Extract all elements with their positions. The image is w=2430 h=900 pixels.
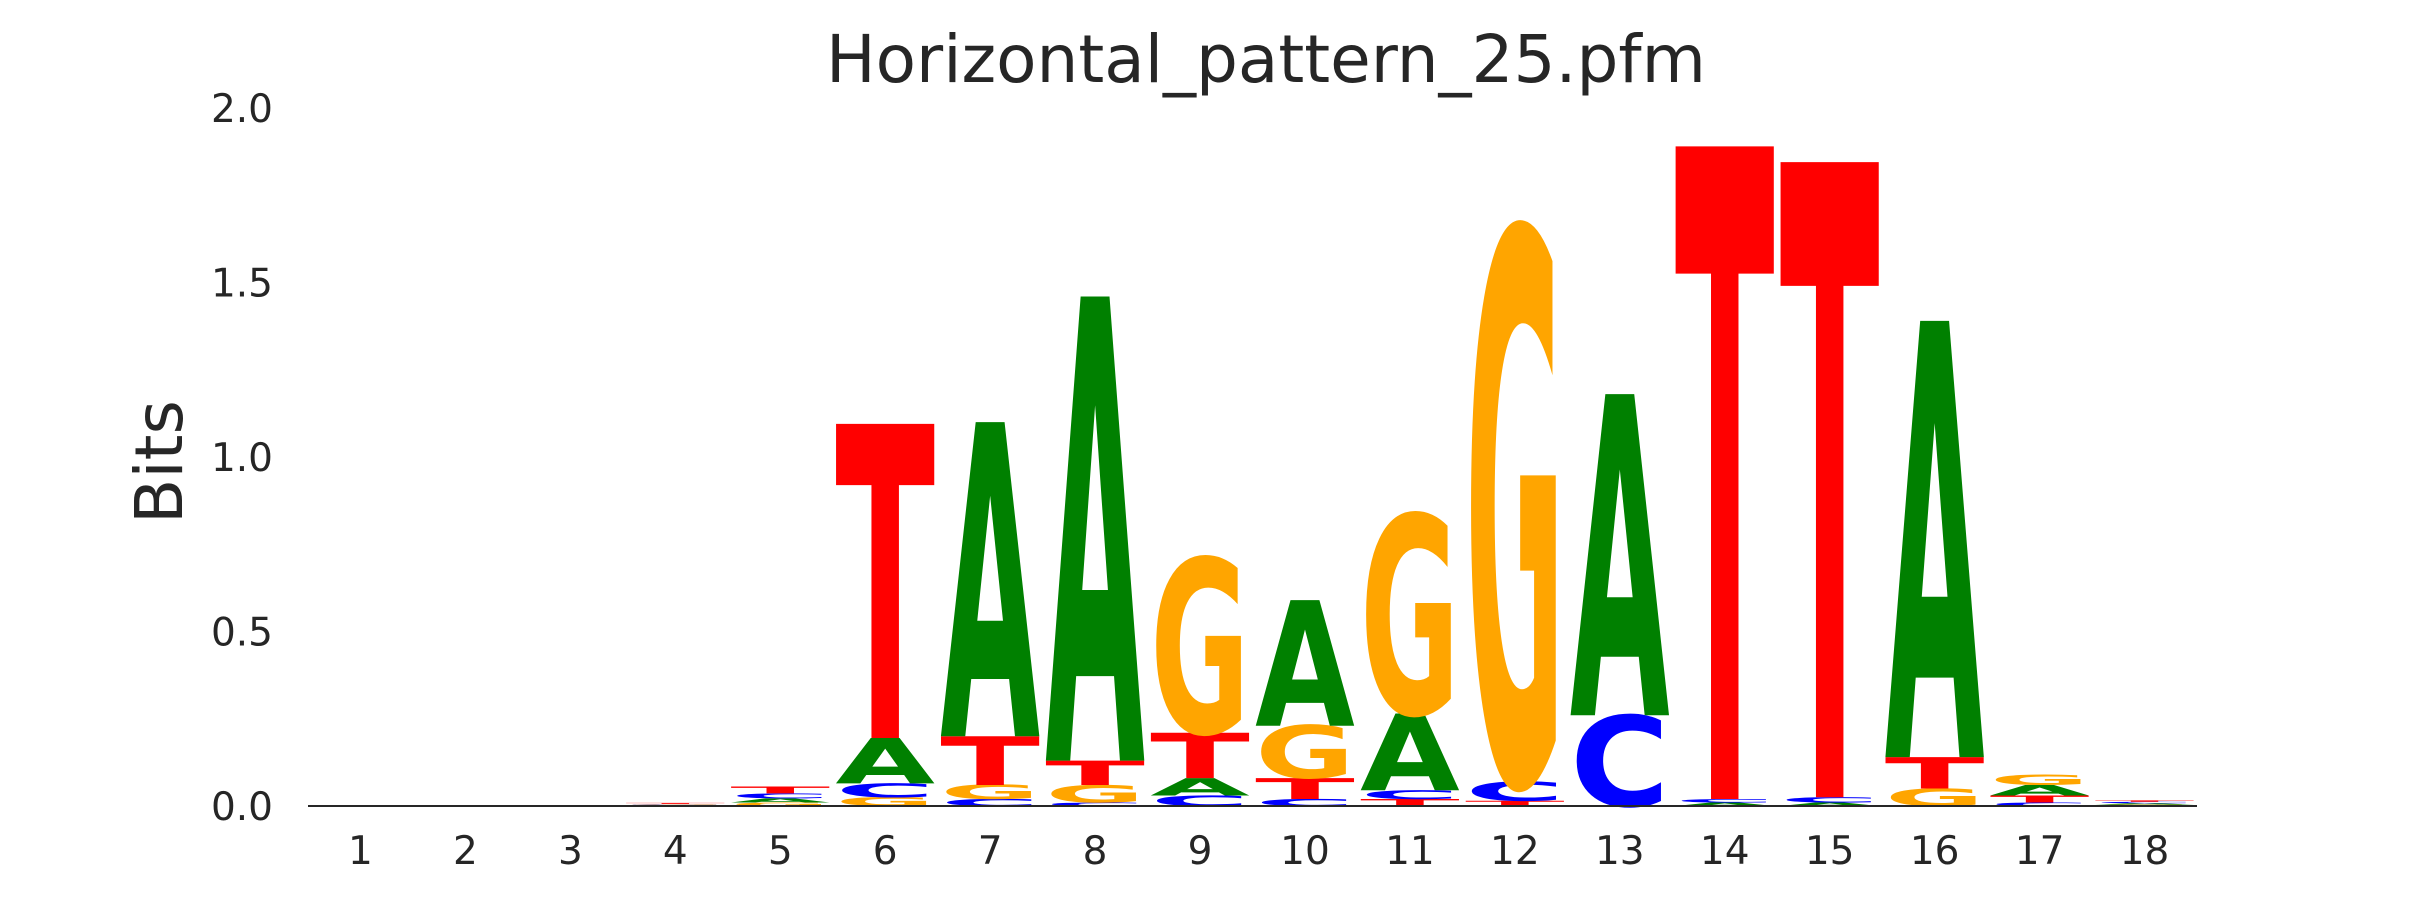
logo-letter-a: A: [940, 336, 1041, 837]
logo-letter-g: G: [1465, 79, 1565, 900]
x-tick-label: 2: [453, 829, 478, 874]
logo-columns: ACGTGACTGCATCGTACGTACATGCTGATCAGTCGCAACT…: [625, 0, 2195, 900]
logo-letter-g: G: [940, 781, 1040, 803]
x-tick-label: 18: [2120, 829, 2170, 874]
x-tick-label: 8: [1083, 829, 1108, 874]
y-axis: 0.0 0.5 1.0 1.5 2.0: [211, 87, 273, 830]
logo-letter-a: A: [730, 797, 830, 804]
x-tick-label: 16: [1910, 829, 1960, 874]
logo-letter-c: C: [2095, 801, 2195, 803]
x-tick-label: 10: [1280, 829, 1330, 874]
logo-letter-a: A: [1780, 802, 1880, 808]
logo-letter-g: G: [1360, 460, 1460, 778]
logo-letter-c: C: [1465, 777, 1565, 808]
logo-letter-c: C: [730, 792, 830, 800]
logo-letter-t: T: [625, 803, 725, 805]
logo-letter-c: C: [1360, 788, 1460, 802]
logo-letter-t: T: [730, 785, 830, 796]
logo-letter-c: C: [1570, 690, 1670, 835]
x-tick-label: 17: [2015, 829, 2065, 874]
x-tick-label: 5: [768, 829, 793, 874]
logo-letter-t: T: [1360, 797, 1460, 808]
y-tick-label: 1.0: [211, 436, 273, 481]
logo-letter-c: C: [625, 804, 725, 805]
logo-letter-t: T: [1675, 0, 1775, 900]
x-tick-label: 13: [1595, 829, 1645, 874]
y-tick-label: 1.5: [211, 262, 273, 307]
logo-letter-g: G: [1150, 511, 1250, 790]
logo-letter-t: T: [1465, 799, 1565, 807]
logo-letter-a: A: [835, 725, 935, 798]
x-tick-label: 7: [978, 829, 1003, 874]
x-tick-label: 14: [1700, 829, 1750, 874]
logo-letter-t: T: [1780, 0, 1880, 900]
x-tick-label: 12: [1490, 829, 1540, 874]
logo-letter-g: G: [1885, 784, 1985, 812]
x-tick-label: 1: [348, 829, 373, 874]
logo-letter-t: T: [835, 338, 935, 840]
logo-letter-t: T: [1885, 749, 1985, 799]
logo-letter-g: G: [1255, 711, 1355, 795]
logo-letter-c: C: [940, 797, 1040, 808]
logo-letter-t: T: [1045, 754, 1145, 793]
logo-letter-t: T: [1255, 772, 1355, 806]
logo-letter-c: C: [1255, 797, 1355, 808]
x-tick-label: 4: [663, 829, 688, 874]
logo-letter-a: A: [1885, 203, 1986, 900]
logo-letter-c: C: [1045, 802, 1145, 808]
logo-letter-a: A: [1255, 566, 1355, 767]
logo-letter-t: T: [1150, 721, 1250, 793]
y-tick-label: 0.0: [211, 785, 273, 830]
logo-letter-a: A: [1150, 773, 1250, 801]
logo-letter-c: C: [835, 780, 935, 802]
logo-letter-g: G: [1045, 780, 1145, 808]
logo-letter-a: A: [1675, 802, 1775, 808]
x-tick-label: 9: [1188, 829, 1213, 874]
logo-letter-a: A: [2095, 803, 2195, 805]
logo-letter-t: T: [2095, 800, 2195, 802]
x-tick-label: 15: [1805, 829, 1855, 874]
logo-letter-a: A: [1045, 172, 1146, 900]
y-tick-label: 2.0: [211, 87, 273, 132]
x-tick-label: 3: [558, 829, 583, 874]
logo-letter-a: A: [1990, 782, 2090, 799]
logo-letter-g: G: [625, 804, 725, 805]
x-tick-label: 6: [873, 829, 898, 874]
logo-letter-c: C: [1675, 798, 1775, 804]
logo-letter-c: C: [1990, 802, 2090, 808]
logo-letter-c: C: [1780, 796, 1880, 804]
logo-letter-a: A: [1360, 693, 1460, 816]
chart-title: Horizontal_pattern_25.pfm: [826, 21, 1706, 98]
logo-letter-t: T: [1990, 794, 2090, 805]
logo-letter-g: G: [1990, 772, 2090, 789]
x-axis: 1 2 3 4 5 6 7 8 9 10 11 12 13 14 15 16 17 18: [348, 829, 2169, 874]
x-tick-label: 11: [1385, 829, 1435, 874]
logo-letter-a: A: [1570, 307, 1671, 820]
logo-letter-g: G: [730, 802, 830, 808]
y-tick-label: 0.5: [211, 611, 273, 656]
y-axis-label: Bits: [121, 400, 198, 524]
logo-letter-t: T: [940, 723, 1040, 801]
